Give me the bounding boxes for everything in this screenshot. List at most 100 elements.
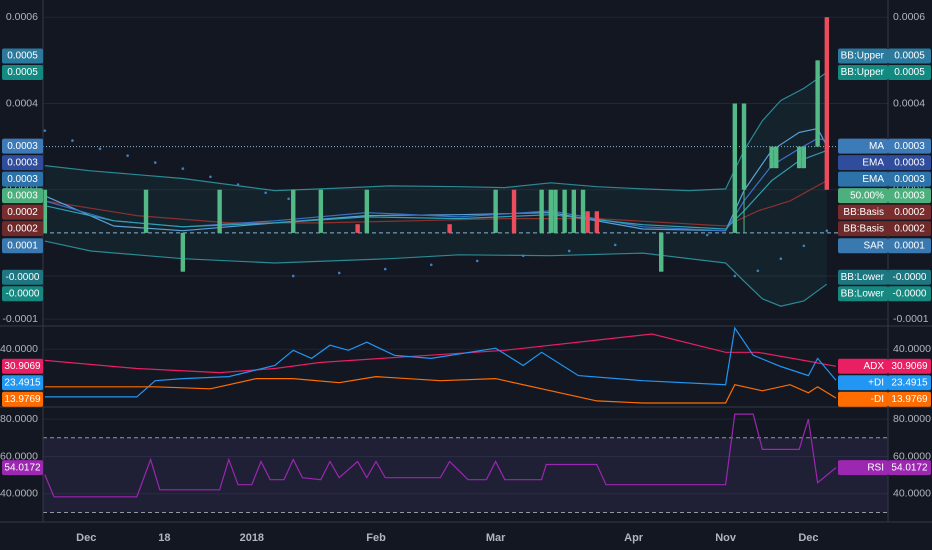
indicator-name-box <box>838 238 888 254</box>
y-tick-label: 40.0000 <box>0 488 38 500</box>
price-label-value: -0.0000 <box>893 272 927 283</box>
sar-dot <box>126 154 129 157</box>
price-label-value: 0.0003 <box>894 174 925 185</box>
y-tick-label: 80.0000 <box>893 413 931 425</box>
price-label-value: 13.9769 <box>4 394 41 405</box>
indicator-line <box>44 71 828 192</box>
sar-dot <box>756 269 760 273</box>
price-label-box <box>2 138 43 154</box>
price-label-box <box>888 375 931 391</box>
indicator-name-box <box>838 188 888 204</box>
candle-body <box>548 189 554 233</box>
indicator-line <box>44 180 828 227</box>
price-label-box <box>888 155 931 171</box>
indicator-name-box <box>838 171 888 187</box>
rsi-band <box>43 437 888 513</box>
y-tick-label: 0.0006 <box>893 11 925 23</box>
sar-dot <box>291 274 295 278</box>
indicator-name: BB:Basis <box>843 223 884 234</box>
price-label-value: 0.0002 <box>894 223 925 234</box>
indicator-name-box <box>838 138 888 154</box>
indicator-name: BB:Upper <box>841 51 885 62</box>
candle-body <box>659 232 664 272</box>
x-tick-label: Dec <box>798 532 818 544</box>
price-label-box <box>2 48 43 64</box>
candle-body <box>493 189 498 233</box>
sar-dot <box>153 161 157 164</box>
price-label-value: 0.0002 <box>7 207 38 218</box>
candle-body <box>217 189 222 233</box>
sar-dot <box>43 129 47 132</box>
indicator-name-box <box>838 65 888 81</box>
price-label-box <box>2 171 43 187</box>
indicator-line <box>44 413 837 498</box>
indicator-name: EMA <box>862 174 884 185</box>
y-tick-label: 0.0004 <box>6 97 38 109</box>
indicator-name: -DI <box>871 394 884 405</box>
x-tick-label: 18 <box>158 532 170 544</box>
indicator-line <box>44 375 837 404</box>
indicator-name-box <box>838 391 888 407</box>
candle-body <box>824 17 830 190</box>
price-label-value: 13.9769 <box>891 394 928 405</box>
y-tick-label: -0.0001 <box>2 313 38 325</box>
price-label-box <box>888 460 931 476</box>
price-label-box <box>888 286 931 302</box>
price-label-box <box>2 65 43 81</box>
price-label-box <box>888 188 931 204</box>
indicator-name: 50.00% <box>850 190 884 201</box>
indicator-name-box <box>838 221 888 237</box>
sar-dot <box>383 267 387 271</box>
x-tick-label: Nov <box>715 532 737 544</box>
sar-dot <box>521 254 525 258</box>
price-label-value: 54.0172 <box>891 462 928 473</box>
candle-body <box>511 189 517 233</box>
price-label-box <box>2 188 43 204</box>
price-label-value: -0.0000 <box>893 288 927 299</box>
price-label-value: 30.9069 <box>4 361 41 372</box>
sar-dot <box>475 259 479 263</box>
price-label-box <box>888 48 931 64</box>
candle-body <box>769 146 774 169</box>
price-label-box <box>2 238 43 254</box>
indicator-name: SAR <box>863 240 884 251</box>
price-label-value: 0.0003 <box>894 141 925 152</box>
sar-dot <box>567 249 571 253</box>
price-label-value: 54.0172 <box>4 462 41 473</box>
y-tick-label: 60.0000 <box>0 450 38 462</box>
x-tick-label: Apr <box>624 532 644 544</box>
candle-body <box>553 189 558 233</box>
sar-dot <box>705 233 709 237</box>
price-label-value: 0.0005 <box>7 67 38 78</box>
indicator-name-box <box>838 155 888 171</box>
grid-layer: -0.0001-0.00010.00000.00000.00020.00020.… <box>0 11 931 513</box>
indicator-line <box>44 240 828 307</box>
price-label-box <box>888 65 931 81</box>
candle-body <box>585 211 590 233</box>
price-label-value: 30.9069 <box>891 361 928 372</box>
plot-layer <box>42 17 888 513</box>
candle-body <box>180 232 186 272</box>
y-tick-label: 0.0004 <box>893 97 925 109</box>
indicator-name-box <box>838 48 888 64</box>
indicator-name-box <box>838 358 888 374</box>
price-label-value: 23.4915 <box>4 377 41 388</box>
sar-dot <box>209 175 212 179</box>
candle-body <box>797 146 802 169</box>
x-tick-label: Dec <box>76 532 96 544</box>
indicator-line <box>44 333 837 374</box>
y-tick-label: -0.0001 <box>893 313 929 325</box>
indicator-name: BB:Lower <box>841 288 885 299</box>
label-layer: Dec 18 2018 Feb Mar Apr Nov Dec 0.0005 BB:Upper 0.… <box>2 48 931 544</box>
price-label-value: 0.0003 <box>7 174 38 185</box>
band-fill <box>44 72 827 307</box>
candle-body <box>291 189 296 233</box>
price-label-box <box>888 221 931 237</box>
indicator-name: EMA <box>862 157 884 168</box>
price-label-box <box>2 375 43 391</box>
indicator-line <box>44 326 837 398</box>
price-label-value: 0.0002 <box>7 223 38 234</box>
candle-body <box>774 146 779 169</box>
price-label-value: 0.0003 <box>7 190 38 201</box>
